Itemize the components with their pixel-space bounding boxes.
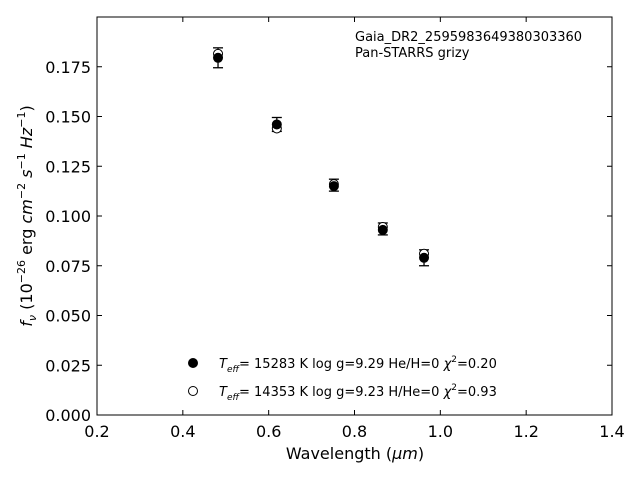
x-tick-label: 1.2 xyxy=(513,422,538,441)
x-tick-label: 0.8 xyxy=(342,422,367,441)
x-axis-label: Wavelength (μm) xyxy=(286,444,424,463)
legend: Teff= 15283 K log g=9.29 He/H=0 χ2=0.20 … xyxy=(188,355,497,403)
y-tick-label: 0.025 xyxy=(45,356,91,375)
model-point-filled xyxy=(328,181,339,192)
y-tick-label: 0.000 xyxy=(45,406,91,425)
model-point-filled xyxy=(419,252,430,263)
axis-ticks xyxy=(96,17,613,416)
error-bars xyxy=(213,47,430,267)
star-id-annotation: Gaia_DR2_2595983649380303360 xyxy=(355,30,582,45)
legend-label-open: Teff= 14353 K log g=9.23 H/He=0 χ2=0.93 xyxy=(219,383,497,403)
model-point-filled xyxy=(271,119,282,130)
model-point-filled xyxy=(213,52,224,63)
photometry-annotation: Pan-STARRS grizy xyxy=(355,46,470,61)
y-tick-label: 0.050 xyxy=(45,307,91,326)
y-tick-label: 0.100 xyxy=(45,207,91,226)
legend-marker-open xyxy=(188,386,198,396)
x-tick-label: 1.4 xyxy=(599,422,624,441)
y-tick-label: 0.075 xyxy=(45,257,91,276)
x-tick-label: 0.2 xyxy=(84,422,109,441)
model-point-filled xyxy=(377,224,388,235)
x-tick-label: 0.6 xyxy=(256,422,281,441)
y-axis-label: fν (10−26 erg cm−2 s−1 Hz−1) xyxy=(15,105,39,326)
y-tick-label: 0.125 xyxy=(45,157,91,176)
y-tick-label: 0.150 xyxy=(45,108,91,127)
data-markers xyxy=(213,48,430,263)
legend-marker-filled xyxy=(188,358,198,368)
x-tick-label: 0.4 xyxy=(170,422,195,441)
axes-frame xyxy=(96,16,613,416)
y-tick-label: 0.175 xyxy=(45,58,91,77)
legend-label-filled: Teff= 15283 K log g=9.29 He/H=0 χ2=0.20 xyxy=(219,355,497,375)
tick-labels: 0.2 0.4 0.6 0.8 1.0 1.2 1.4 0.000 0.025 0.050 0.07… xyxy=(45,58,625,441)
x-tick-label: 1.0 xyxy=(428,422,453,441)
